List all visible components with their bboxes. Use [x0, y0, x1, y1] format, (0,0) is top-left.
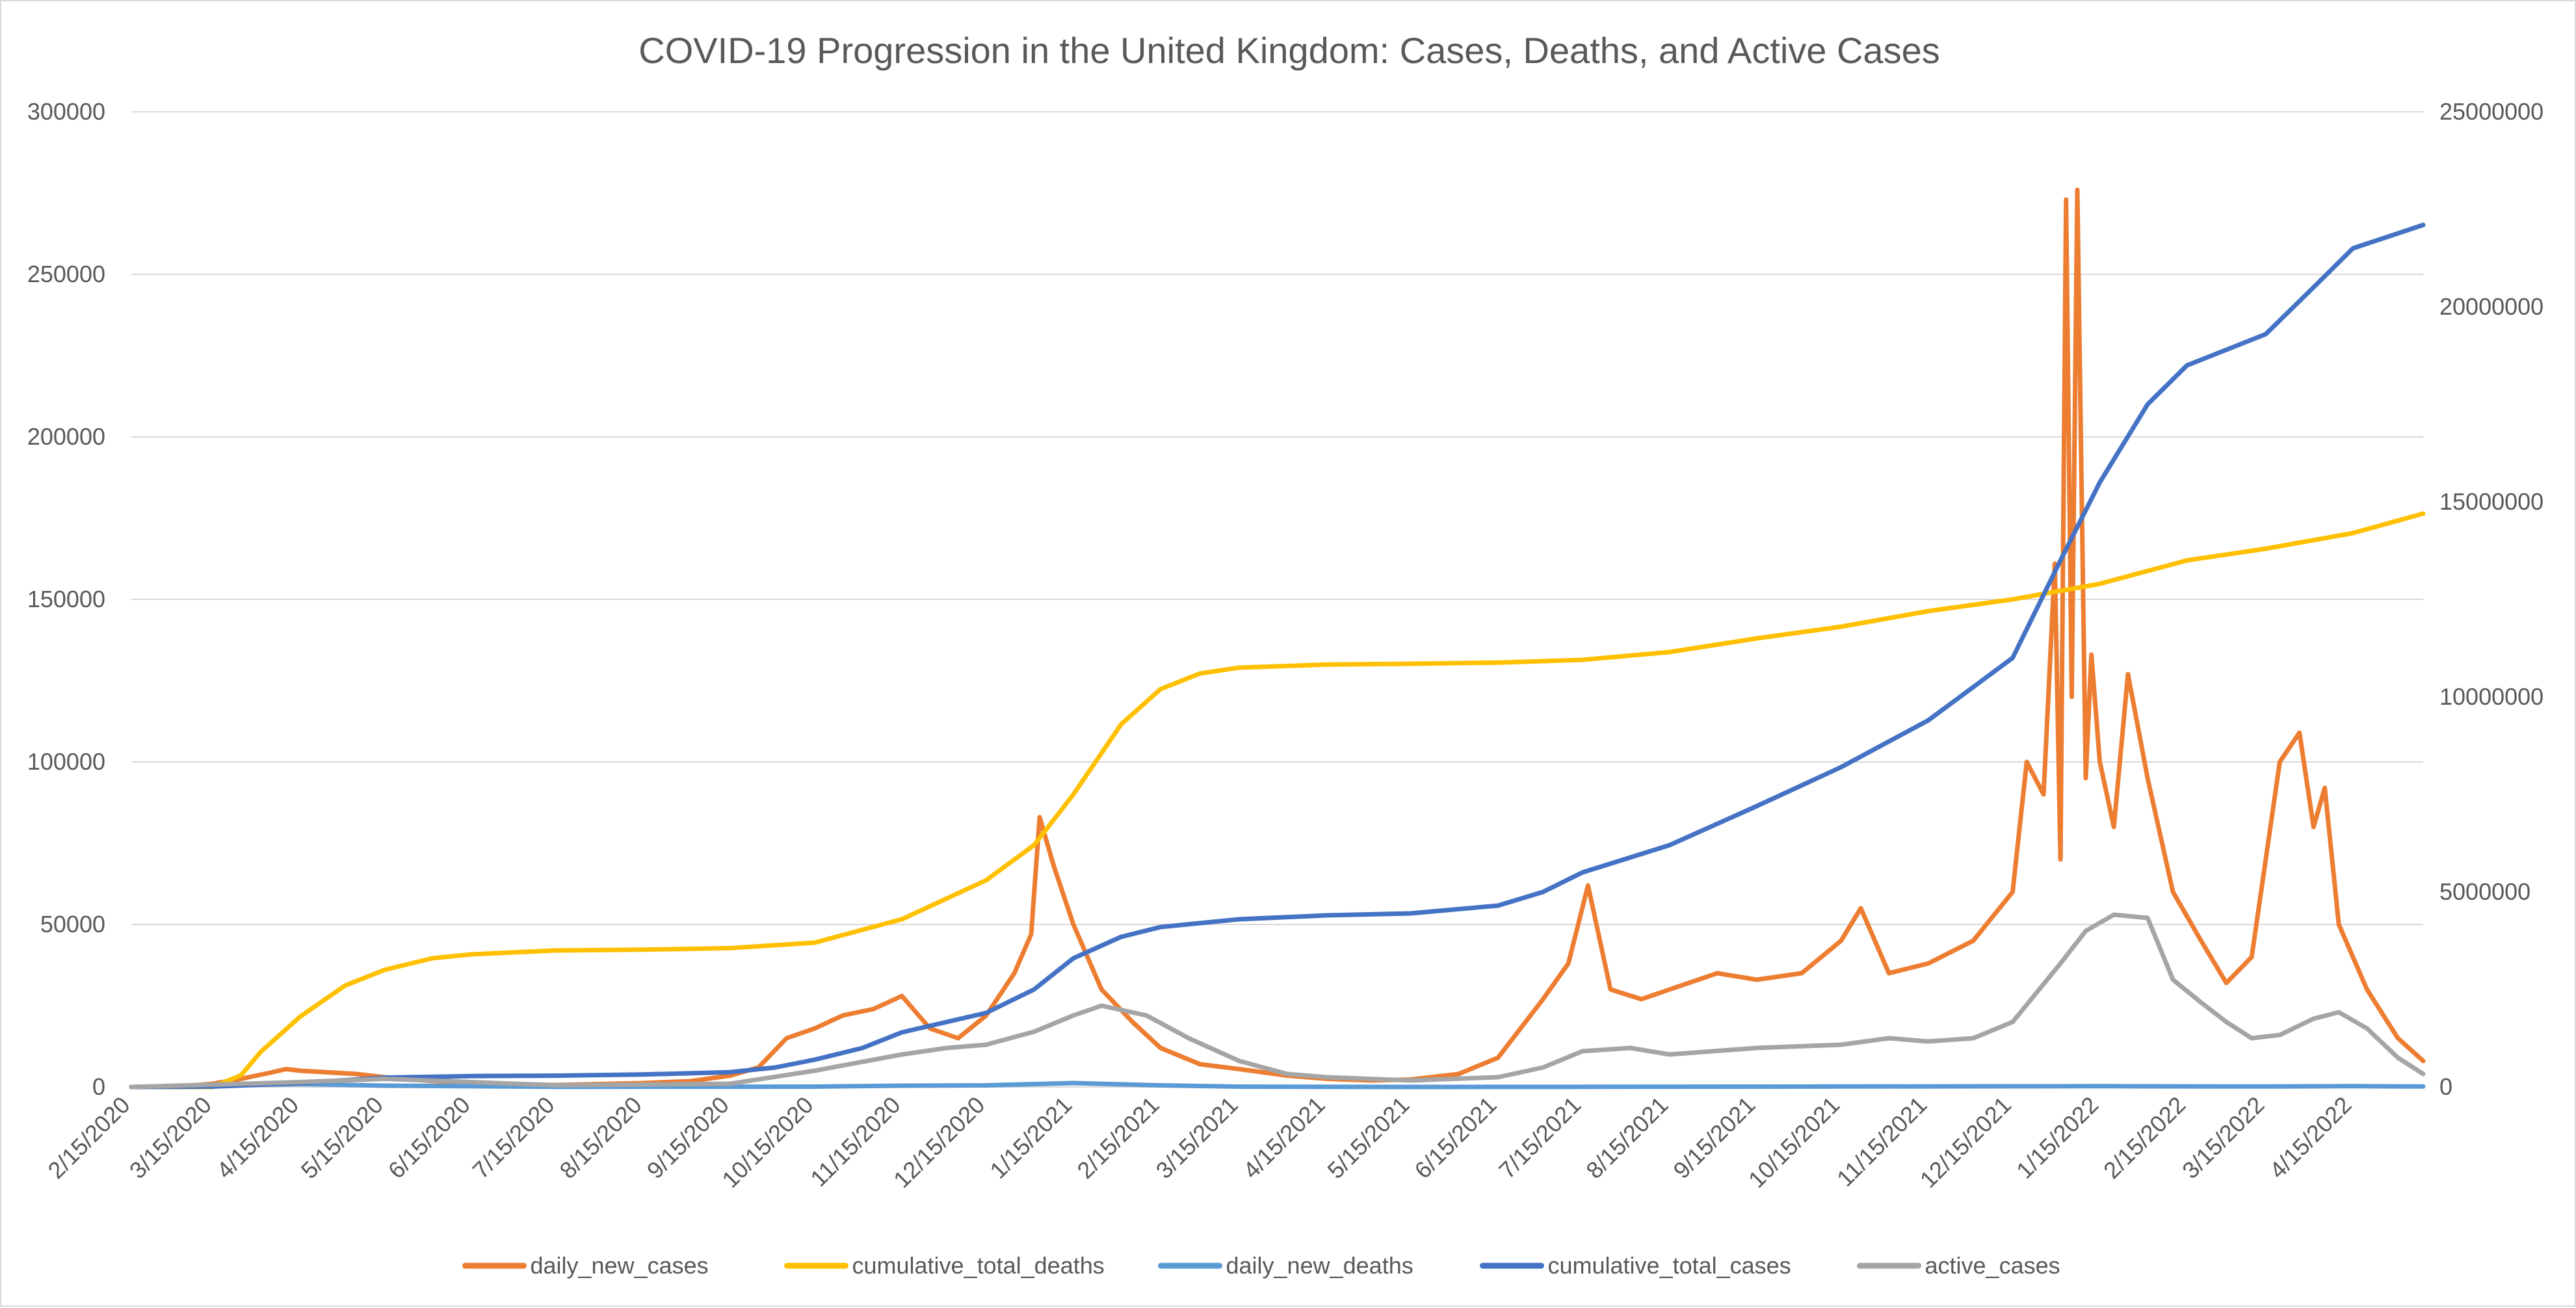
- left-y-tick-label: 50000: [40, 911, 105, 937]
- right-y-tick-label: 5000000: [2439, 878, 2530, 905]
- left-y-axis: 0 50000 100000 150000 200000 250000 300000: [27, 98, 105, 1100]
- series-lines: [129, 187, 2426, 1090]
- right-y-axis: 0 5000000 10000000 15000000 20000000 25000000: [2439, 98, 2543, 1100]
- x-tick-label: 10/15/2020: [716, 1092, 818, 1193]
- x-tick-label: 2/15/2020: [42, 1092, 135, 1184]
- series-line-active-cases: [129, 912, 2426, 1090]
- legend-item-cumulative-total-deaths: cumulative_total_deaths: [784, 1252, 1105, 1279]
- left-y-tick-label: 100000: [27, 748, 105, 775]
- legend-item-daily-new-cases: daily_new_cases: [462, 1252, 709, 1279]
- x-tick-label: 2/15/2022: [2098, 1092, 2190, 1184]
- chart-title: COVID-19 Progression in the United Kingd…: [638, 30, 1939, 71]
- right-y-tick-label: 20000000: [2439, 293, 2543, 320]
- legend-label: daily_new_deaths: [1226, 1252, 1413, 1279]
- x-tick-label: 6/15/2021: [1409, 1092, 1501, 1184]
- legend-item-cumulative-total-cases: cumulative_total_cases: [1480, 1252, 1791, 1279]
- legend-label: daily_new_cases: [531, 1252, 709, 1279]
- legend-label: cumulative_total_deaths: [852, 1252, 1105, 1279]
- x-tick-label: 1/15/2021: [984, 1092, 1077, 1184]
- left-y-tick-label: 250000: [27, 261, 105, 287]
- x-tick-label: 12/15/2020: [888, 1092, 990, 1193]
- legend-item-daily-new-deaths: daily_new_deaths: [1158, 1252, 1413, 1279]
- series-line-cumulative-total-deaths: [129, 511, 2426, 1090]
- x-tick-label: 4/15/2020: [211, 1092, 304, 1184]
- left-y-tick-label: 300000: [27, 98, 105, 125]
- right-y-tick-label: 0: [2439, 1073, 2452, 1100]
- x-tick-label: 7/15/2021: [1493, 1092, 1586, 1184]
- legend-item-active-cases: active_cases: [1857, 1252, 2060, 1279]
- left-y-tick-label: 0: [92, 1073, 105, 1100]
- legend-label: active_cases: [1925, 1252, 2060, 1279]
- x-tick-label: 3/15/2022: [2177, 1092, 2269, 1184]
- x-tick-label: 2/15/2021: [1071, 1092, 1164, 1184]
- x-tick-label: 6/15/2020: [383, 1092, 475, 1184]
- right-y-tick-label: 10000000: [2439, 683, 2543, 710]
- gridlines: [131, 111, 2423, 1088]
- x-tick-label: 7/15/2020: [467, 1092, 560, 1184]
- x-tick-label: 3/15/2020: [124, 1092, 217, 1184]
- x-tick-label: 8/15/2021: [1581, 1092, 1673, 1184]
- x-axis: 2/15/20203/15/20204/15/20205/15/20206/15…: [42, 1092, 2356, 1193]
- x-tick-label: 10/15/2021: [1743, 1092, 1845, 1193]
- legend-label: cumulative_total_cases: [1548, 1252, 1791, 1279]
- right-y-tick-label: 25000000: [2439, 98, 2543, 125]
- x-tick-label: 8/15/2020: [555, 1092, 647, 1184]
- series-line-cumulative-total-cases: [129, 222, 2426, 1090]
- x-tick-label: 1/15/2022: [2011, 1092, 2103, 1184]
- left-y-tick-label: 200000: [27, 423, 105, 450]
- x-tick-label: 3/15/2021: [1151, 1092, 1243, 1184]
- left-y-tick-label: 150000: [27, 586, 105, 612]
- x-tick-label: 5/15/2020: [296, 1092, 388, 1184]
- x-tick-label: 12/15/2021: [1915, 1092, 2016, 1193]
- x-tick-label: 4/15/2021: [1238, 1092, 1330, 1184]
- series-line-daily-new-deaths: [129, 1080, 2426, 1090]
- x-tick-label: 5/15/2021: [1322, 1092, 1414, 1184]
- right-y-tick-label: 15000000: [2439, 488, 2543, 515]
- x-tick-label: 4/15/2022: [2264, 1092, 2356, 1184]
- legend: daily_new_cases cumulative_total_deaths da…: [462, 1252, 2060, 1279]
